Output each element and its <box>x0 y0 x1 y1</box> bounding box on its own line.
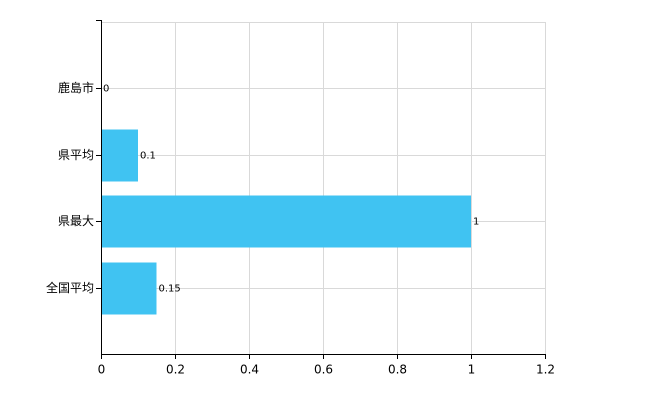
value-label: 1 <box>473 217 479 228</box>
bar <box>101 129 138 182</box>
y-tick-label: 県最大 <box>58 214 94 228</box>
y-tick-label: 鹿島市 <box>58 80 94 95</box>
bar <box>101 262 157 315</box>
x-tick-label: 0.8 <box>388 363 407 377</box>
x-tick-label: 0.4 <box>240 363 259 377</box>
x-tick-label: 1.2 <box>536 363 555 377</box>
x-tick-label: 0.2 <box>166 363 185 377</box>
y-tick-label: 県平均 <box>58 148 94 162</box>
x-tick-label: 0.6 <box>314 363 333 377</box>
value-label: 0.15 <box>159 284 181 295</box>
x-tick-label: 1 <box>468 363 476 377</box>
value-label: 0.1 <box>140 151 156 162</box>
value-label: 0 <box>103 84 109 95</box>
x-tick-label: 0 <box>98 363 106 377</box>
bar <box>101 195 471 248</box>
y-tick-label: 全国平均 <box>46 280 94 295</box>
